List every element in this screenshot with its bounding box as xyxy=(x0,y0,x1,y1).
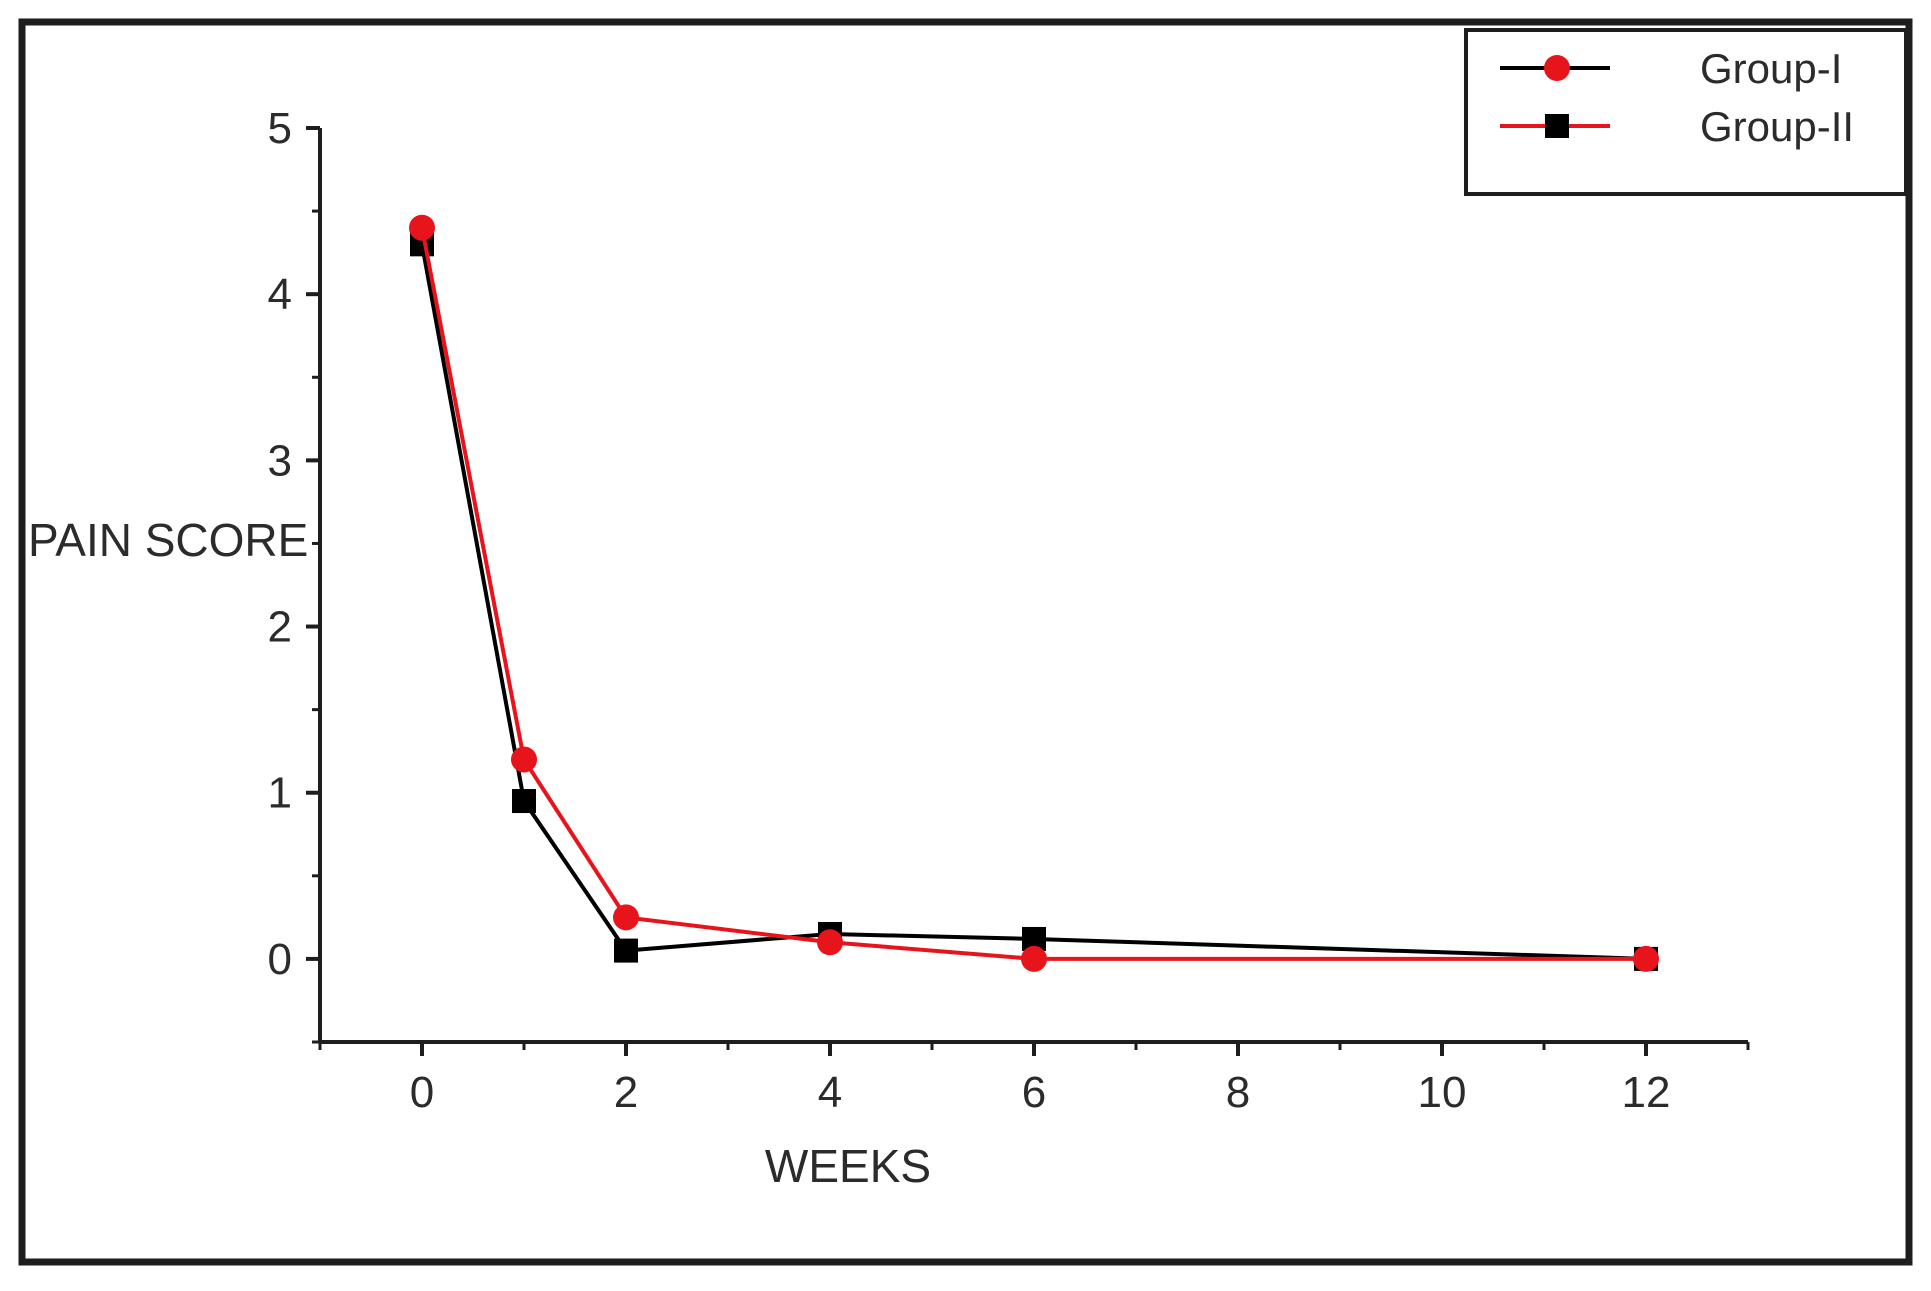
chart-frame xyxy=(18,18,1913,1266)
data-point-group-i xyxy=(409,214,435,241)
data-point-group-i xyxy=(511,746,537,773)
data-point-group-ii xyxy=(512,789,536,814)
data-point-group-i xyxy=(1633,945,1659,972)
legend-label-group-ii: Group-II xyxy=(1700,103,1854,150)
legend: Group-I Group-II xyxy=(1464,28,1908,196)
y-tick-label: 1 xyxy=(268,769,292,818)
data-point-group-i xyxy=(817,929,843,956)
x-axis-title: WEEKS xyxy=(765,1140,931,1192)
y-axis-title: PAIN SCORE xyxy=(28,514,308,566)
x-tick-label: 0 xyxy=(410,1068,434,1117)
legend-marker-group-ii xyxy=(1545,114,1569,138)
series xyxy=(409,214,1659,972)
data-point-group-ii xyxy=(614,938,638,963)
y-tick-label: 3 xyxy=(268,436,292,485)
series-line-group-i xyxy=(420,227,1646,961)
series-line-group-ii xyxy=(420,243,1647,961)
data-point-group-i xyxy=(613,904,639,931)
x-tick-label: 2 xyxy=(614,1068,638,1117)
x-tick-label: 10 xyxy=(1418,1068,1467,1117)
x-tick-label: 6 xyxy=(1022,1068,1046,1117)
y-tick-label: 2 xyxy=(268,603,292,652)
x-tick-label: 8 xyxy=(1226,1068,1250,1117)
legend-label-group-i: Group-I xyxy=(1700,45,1842,92)
y-tick-label: 5 xyxy=(268,104,292,153)
y-tick-label: 4 xyxy=(268,270,292,319)
data-point-group-i xyxy=(1021,945,1047,972)
y-tick-label: 0 xyxy=(268,935,292,984)
legend-marker-group-i xyxy=(1544,55,1570,81)
x-tick-label: 4 xyxy=(818,1068,842,1117)
x-tick-label: 12 xyxy=(1622,1068,1671,1117)
legend-box xyxy=(1464,28,1908,196)
